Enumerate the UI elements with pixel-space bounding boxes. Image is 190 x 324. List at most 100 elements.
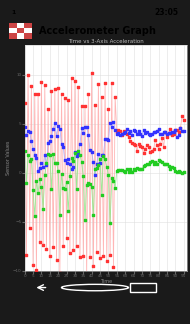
Point (179, 125, 182, 131)
Point (169, 130, 172, 135)
Point (63, 187, 66, 192)
Point (87, 181, 90, 186)
Point (52, 151, 55, 156)
Point (48, 152, 51, 157)
Y-axis label: Sensor Values: Sensor Values (6, 141, 11, 175)
Point (78, 254, 82, 259)
Point (45, 247, 48, 252)
Point (68, 250, 71, 255)
Point (115, 130, 118, 135)
Point (129, 128, 132, 133)
Point (78, 141, 82, 146)
Point (162, 162, 165, 167)
Point (109, 121, 112, 126)
Point (42, 242, 45, 247)
Point (102, 254, 105, 259)
Point (164, 129, 167, 134)
Point (73, 78, 76, 83)
Point (99, 256, 102, 261)
Point (100, 152, 103, 157)
Point (28, 225, 31, 230)
Point (119, 168, 122, 173)
Point (25, 180, 28, 186)
Point (132, 127, 135, 132)
Point (107, 138, 110, 143)
Point (147, 144, 150, 149)
Title: Time vs 3-Axis Acceleration: Time vs 3-Axis Acceleration (68, 39, 144, 44)
Point (65, 160, 68, 165)
Point (182, 118, 185, 123)
Point (104, 80, 107, 85)
Point (30, 139, 33, 144)
Point (122, 128, 125, 133)
Point (40, 80, 43, 85)
Point (55, 257, 58, 262)
Point (157, 157, 160, 162)
Point (80, 126, 83, 131)
Point (164, 162, 167, 167)
Bar (17, 33, 24, 39)
Point (58, 126, 61, 132)
Point (93, 102, 97, 107)
Point (159, 159, 162, 164)
Point (165, 162, 169, 167)
Point (80, 104, 83, 109)
Point (65, 235, 68, 240)
Point (149, 132, 152, 137)
Point (134, 128, 137, 133)
Point (157, 146, 160, 151)
Point (119, 129, 122, 134)
Point (25, 133, 28, 138)
Point (114, 94, 117, 99)
Point (89, 254, 92, 259)
Point (137, 141, 140, 146)
Point (152, 146, 155, 152)
Point (109, 220, 112, 226)
Point (132, 142, 135, 147)
Point (97, 82, 100, 87)
Point (179, 125, 182, 130)
Point (92, 263, 95, 268)
Point (177, 133, 180, 138)
Point (124, 130, 127, 135)
Bar (9, 23, 17, 28)
Point (152, 129, 155, 134)
Point (92, 159, 95, 165)
Point (107, 107, 110, 112)
Point (162, 129, 165, 134)
Point (167, 130, 170, 135)
Point (23, 101, 26, 106)
Point (122, 131, 125, 136)
Point (172, 129, 175, 134)
Point (47, 107, 50, 112)
Point (134, 167, 137, 172)
Point (159, 132, 162, 137)
Point (32, 262, 35, 267)
Bar (24, 23, 32, 28)
Point (179, 169, 182, 174)
Point (47, 151, 50, 156)
Point (150, 149, 154, 154)
Point (77, 152, 80, 157)
Point (37, 190, 40, 195)
Point (149, 160, 152, 165)
Point (137, 166, 140, 171)
Point (139, 167, 142, 172)
Point (42, 165, 45, 170)
Point (132, 167, 135, 172)
Point (119, 133, 122, 138)
Point (43, 173, 46, 178)
Text: 23:05: 23:05 (155, 8, 179, 17)
Point (93, 167, 97, 172)
Point (38, 240, 41, 245)
Point (75, 243, 78, 248)
Point (35, 179, 38, 184)
Point (155, 143, 158, 148)
Point (85, 272, 88, 277)
Point (85, 124, 88, 129)
Point (125, 166, 128, 171)
Point (53, 161, 56, 166)
Point (95, 161, 98, 167)
Point (102, 153, 105, 158)
Point (45, 161, 48, 166)
